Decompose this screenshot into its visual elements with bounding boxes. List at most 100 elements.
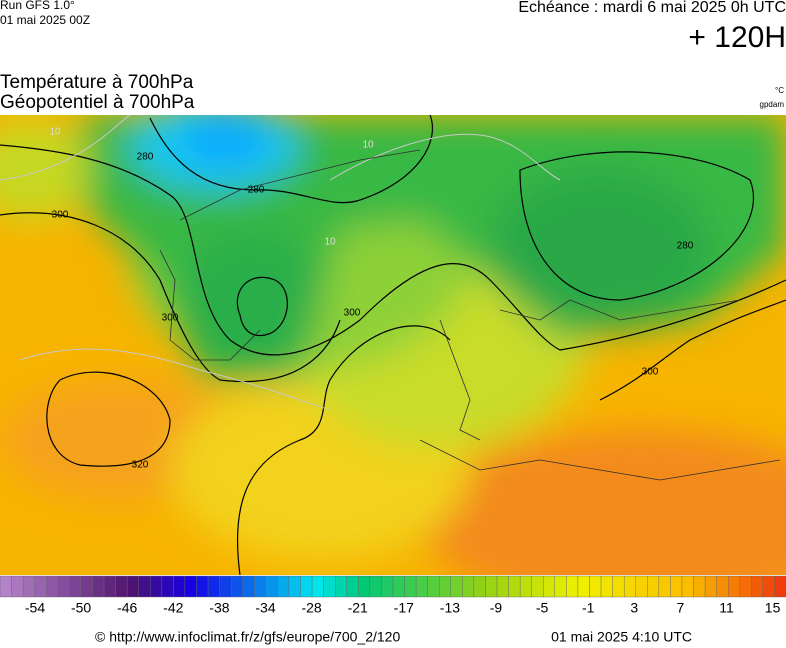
colorbar-swatch [427, 575, 440, 598]
colorbar-swatch [288, 575, 301, 598]
colorbar-swatch [323, 575, 336, 598]
colorbar-swatch [670, 575, 683, 598]
colorbar-swatch [161, 575, 174, 598]
colorbar-swatch [450, 575, 463, 598]
colorbar-swatch [589, 575, 602, 598]
colorbar-swatch [346, 575, 359, 598]
colorbar-swatch [404, 575, 417, 598]
contour-label: 280 [248, 185, 265, 196]
colorbar-swatch [566, 575, 579, 598]
colorbar-swatch [300, 575, 313, 598]
unit-temperature: °C [775, 86, 784, 95]
source-url: © http://www.infoclimat.fr/z/gfs/europe/… [95, 629, 400, 645]
colorbar-swatch [392, 575, 405, 598]
colorbar-tick-label: -9 [490, 600, 503, 616]
colorbar-tick-label: -46 [117, 600, 137, 616]
colorbar-swatch [762, 575, 775, 598]
contour-label: 300 [162, 313, 179, 324]
colorbar-swatch [728, 575, 740, 598]
colorbar-swatch [57, 575, 70, 598]
colorbar-swatch [716, 575, 729, 598]
colorbar-swatch [265, 575, 278, 598]
colorbar-swatch [531, 575, 544, 598]
contour-label: 280 [677, 241, 694, 252]
colorbar-swatch [462, 575, 475, 598]
contour-label: 10 [362, 140, 374, 151]
contour-label: 300 [642, 367, 659, 378]
colorbar-swatch [519, 575, 532, 598]
colorbar-swatch [635, 575, 648, 598]
colorbar-swatch [207, 575, 220, 598]
colorbar-swatch [623, 575, 636, 598]
colorbar-swatch [184, 575, 197, 598]
contour-label: 320 [132, 460, 149, 471]
valid-time: Echéance : mardi 6 mai 2025 0h UTC [518, 0, 786, 16]
title-temperature: Température à 700hPa [0, 72, 194, 93]
colorbar-swatch [473, 575, 486, 598]
colorbar-swatch [751, 575, 764, 598]
colorbar-swatch [681, 575, 694, 598]
colorbar: -54 -50 -46 -42 -38 -34 -28 -21 -17 -13 -9 -5 -1 3 7 11… [0, 575, 786, 616]
colorbar-swatch [335, 575, 347, 598]
colorbar-tick-label: -54 [25, 600, 45, 616]
colorbar-swatch [704, 575, 717, 598]
colorbar-swatch [647, 575, 660, 598]
geopotential-contours [0, 115, 786, 575]
colorbar-swatch [69, 575, 82, 598]
colorbar-swatch [600, 575, 613, 598]
colorbar-swatch [543, 575, 556, 598]
colorbar-swatch [138, 575, 151, 598]
map-field: 280 280 300 300 300 280 300 320 10 10 10 [0, 115, 786, 575]
temperature-field [0, 115, 786, 575]
colorbar-tick-label: -50 [71, 600, 91, 616]
colorbar-swatch [254, 575, 267, 598]
colorbar-swatch [22, 575, 35, 598]
colorbar-swatch [358, 575, 371, 598]
coastlines [159, 149, 781, 481]
colorbar-swatch [11, 575, 24, 598]
colorbar-swatch [554, 575, 567, 598]
contour-label: 300 [52, 210, 69, 221]
colorbar-swatch [381, 575, 394, 598]
colorbar-swatch [439, 575, 451, 598]
contour-label: 300 [344, 308, 361, 319]
colorbar-tick-label: -42 [163, 600, 183, 616]
title-geopotential: Géopotentiel à 700hPa [0, 92, 195, 113]
run-label: Run GFS 1.0° [0, 0, 75, 12]
issued-time: 01 mai 2025 4:10 UTC [551, 629, 692, 645]
colorbar-swatch [369, 575, 382, 598]
colorbar-swatch [508, 575, 521, 598]
run-date: 01 mai 2025 00Z [0, 13, 90, 27]
colorbar-swatch [0, 575, 12, 598]
contour-label-group: 280 280 300 300 300 280 300 320 10 10 10 [49, 127, 693, 471]
colorbar-swatch [485, 575, 498, 598]
colorbar-swatch [115, 575, 128, 598]
colorbar-swatch [311, 575, 324, 598]
colorbar-swatch [739, 575, 752, 598]
colorbar-tick-label: -17 [394, 600, 414, 616]
colorbar-swatch [46, 575, 58, 598]
colorbar-swatch [173, 575, 186, 598]
contour-label: 10 [324, 237, 336, 248]
colorbar-swatch [774, 575, 786, 598]
colorbar-swatch [415, 575, 428, 598]
colorbar-tick-label: -34 [255, 600, 275, 616]
colorbar-swatch [693, 575, 706, 598]
colorbar-swatch [219, 575, 232, 598]
colorbar-swatch [92, 575, 105, 598]
colorbar-swatch [658, 575, 671, 598]
colorbar-swatch [103, 575, 116, 598]
colorbar-swatch [126, 575, 139, 598]
colorbar-swatch [150, 575, 163, 598]
colorbar-swatch [496, 575, 509, 598]
colorbar-swatch [34, 575, 47, 598]
colorbar-swatch [242, 575, 255, 598]
colorbar-tick-label: -1 [582, 600, 595, 616]
colorbar-swatch [80, 575, 93, 598]
colorbar-tick-label: 11 [719, 600, 734, 616]
colorbar-tick-label: 3 [630, 600, 638, 616]
colorbar-tick-label: -38 [209, 600, 229, 616]
colorbar-swatch [577, 575, 590, 598]
colorbar-tick-label: 7 [677, 600, 685, 616]
